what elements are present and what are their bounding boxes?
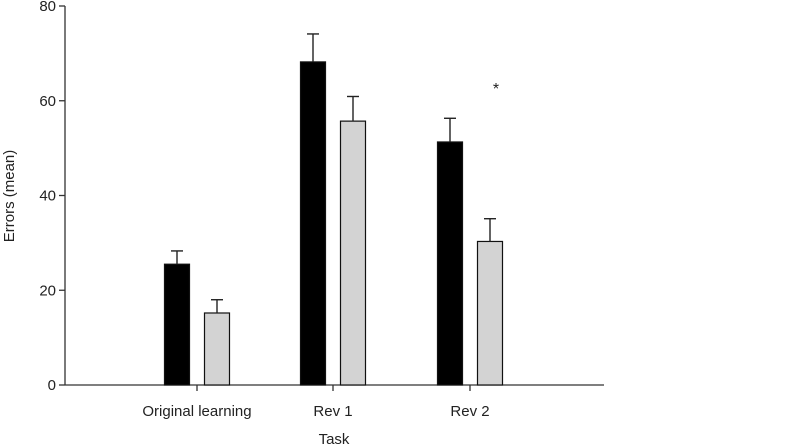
y-axis-label: Errors (mean) [1, 150, 18, 243]
significance-marker: * [493, 81, 499, 98]
bar [339, 120, 367, 386]
x-tick-label: Original learning [142, 403, 251, 420]
bar [163, 263, 191, 386]
y-tick-label: 20 [39, 282, 56, 299]
bar [299, 61, 327, 386]
x-tick-label: Rev 1 [313, 403, 352, 420]
bar [476, 240, 504, 386]
y-tick-label: 40 [39, 188, 56, 205]
bars [163, 33, 504, 386]
bar [203, 312, 231, 386]
y-tick-label: 60 [39, 93, 56, 110]
x-tick-label: Rev 2 [450, 403, 489, 420]
y-axis: 0 20 40 60 80 [39, 0, 66, 394]
annotations: * [493, 81, 499, 98]
y-tick-label: 80 [39, 0, 56, 15]
x-axis: Original learning Rev 1 Rev 2 [65, 384, 604, 420]
x-axis-label: Task [319, 431, 350, 448]
y-tick-label: 0 [48, 377, 56, 394]
bar [436, 141, 464, 386]
